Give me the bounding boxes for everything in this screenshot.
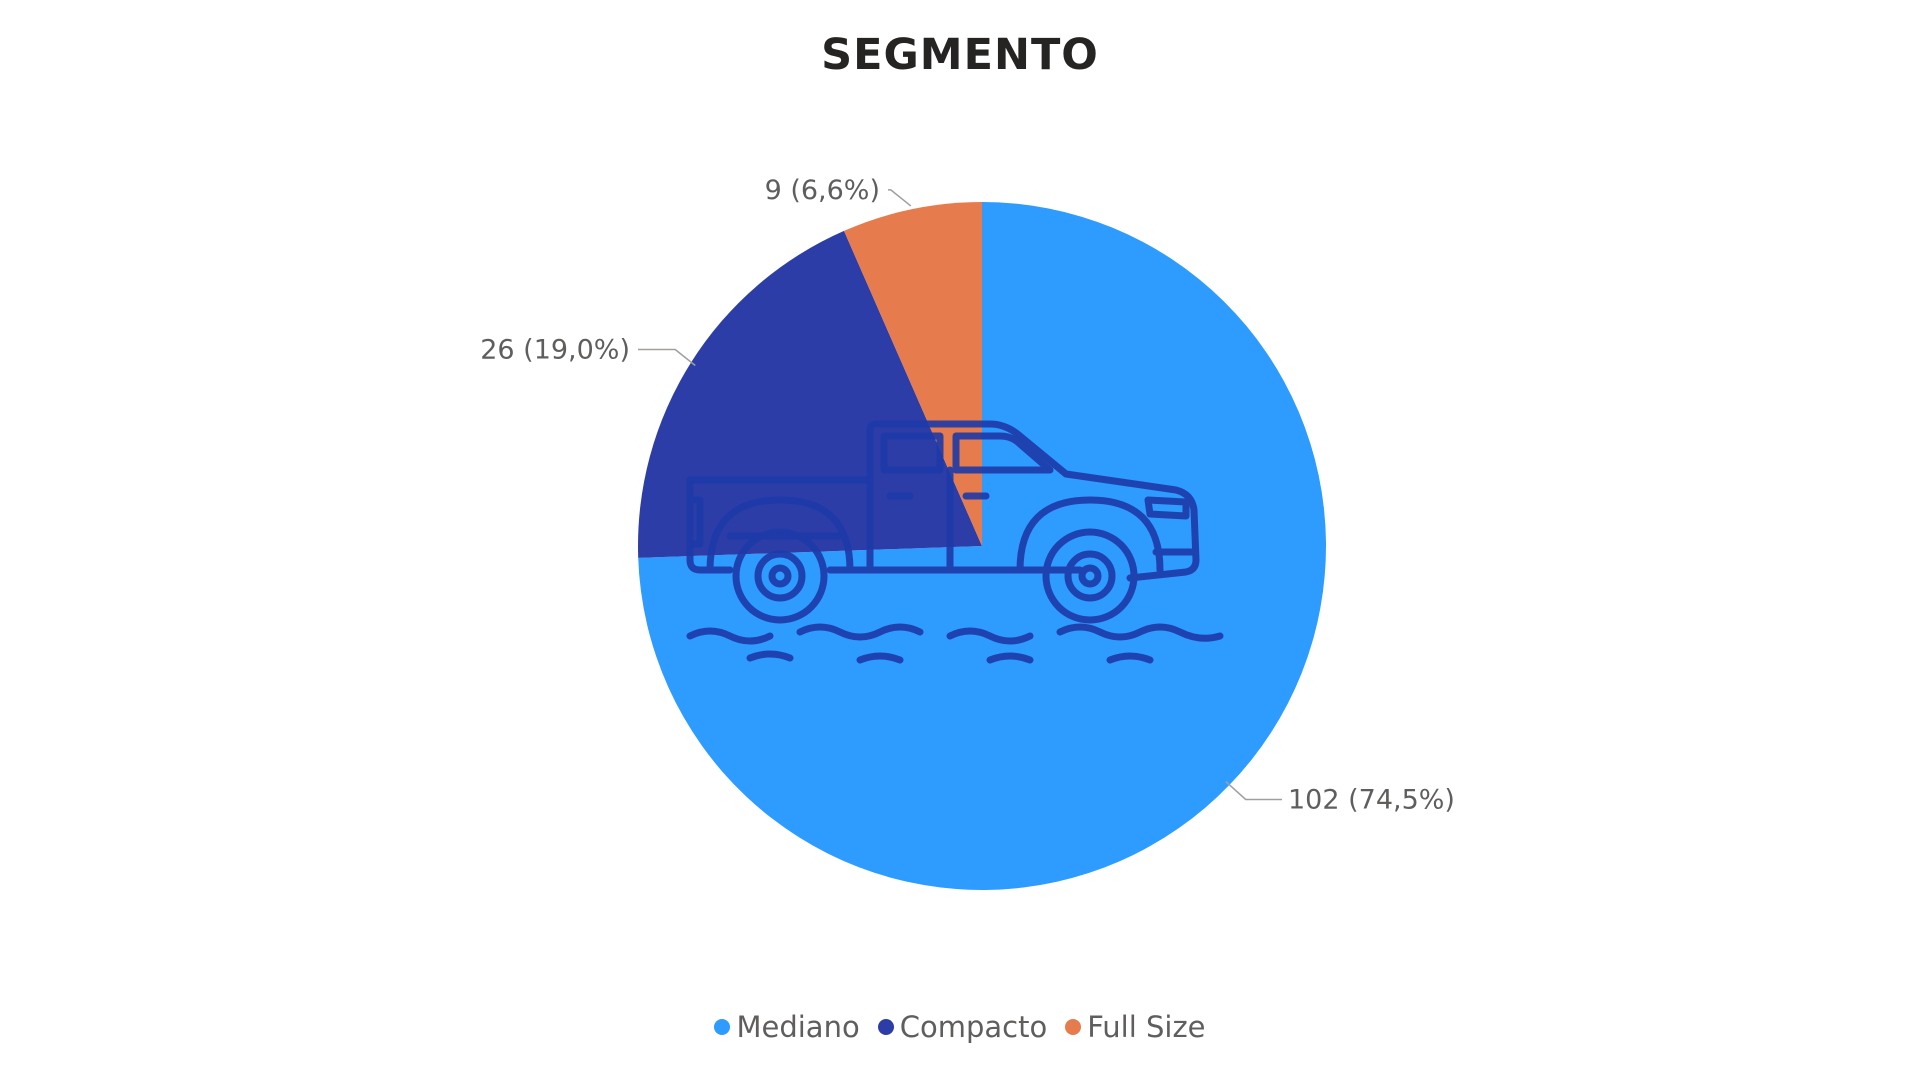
legend-dot (1065, 1019, 1082, 1035)
pie-slice-compacto[interactable] (638, 230, 982, 558)
legend-dot (877, 1019, 894, 1035)
data-labels: 102 (74,5%) 26 (19,0%) 9 (6,6%) (480, 175, 1455, 816)
legend-label: Full Size (1087, 1010, 1206, 1044)
leader-line (888, 189, 912, 207)
leader-line (1225, 780, 1282, 801)
leader-line (638, 348, 696, 367)
legend: Mediano Compacto Full Size (0, 1010, 1920, 1044)
chart-title: SEGMENTO (821, 30, 1099, 80)
data-label-compacto: 26 (19,0%) (480, 334, 630, 365)
legend-dot (714, 1019, 731, 1035)
data-label-mediano: 102 (74,5%) (1288, 784, 1455, 815)
pie-slice-full-size[interactable] (844, 202, 982, 546)
legend-item-mediano[interactable]: Mediano (714, 1010, 860, 1044)
pie-slices (638, 202, 1326, 891)
legend-label: Compacto (899, 1010, 1048, 1044)
legend-item-compacto[interactable]: Compacto (877, 1010, 1048, 1044)
legend-item-full-size[interactable]: Full Size (1065, 1010, 1206, 1044)
pie-slice-mediano[interactable] (638, 202, 1326, 891)
data-label-full-size: 9 (6,6%) (765, 175, 880, 206)
pickup-truck-icon (686, 420, 1224, 664)
legend-label: Mediano (736, 1010, 860, 1044)
